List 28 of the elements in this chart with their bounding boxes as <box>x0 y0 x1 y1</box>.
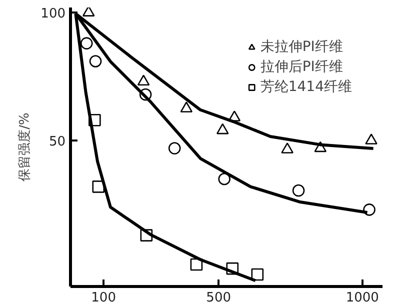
point <box>228 110 241 122</box>
legend-label: 芳纶1414纤维 <box>260 78 352 96</box>
point <box>314 141 327 152</box>
legend-label: 未拉伸PI纤维 <box>260 38 343 56</box>
x-tick-label: 100 <box>91 290 116 304</box>
point <box>168 142 181 154</box>
point <box>88 114 101 126</box>
point <box>139 88 152 101</box>
point <box>137 74 150 86</box>
point <box>365 134 378 144</box>
point <box>180 102 193 112</box>
x-tick-label: 500 <box>206 290 232 304</box>
point <box>216 123 229 134</box>
point <box>140 229 153 242</box>
y-axis-title: 保留强度/% <box>16 112 33 182</box>
point <box>226 262 239 275</box>
point <box>218 172 230 186</box>
y-tick-label: 50 <box>48 134 66 150</box>
legend-label: 拉伸后PI纤维 <box>260 58 343 76</box>
point <box>292 184 305 197</box>
point <box>251 268 264 281</box>
point <box>89 55 102 68</box>
point <box>281 142 294 154</box>
x-tick-label: 1000 <box>346 290 379 304</box>
point <box>80 37 93 50</box>
point <box>190 258 203 271</box>
point <box>363 204 376 216</box>
point <box>92 180 105 193</box>
